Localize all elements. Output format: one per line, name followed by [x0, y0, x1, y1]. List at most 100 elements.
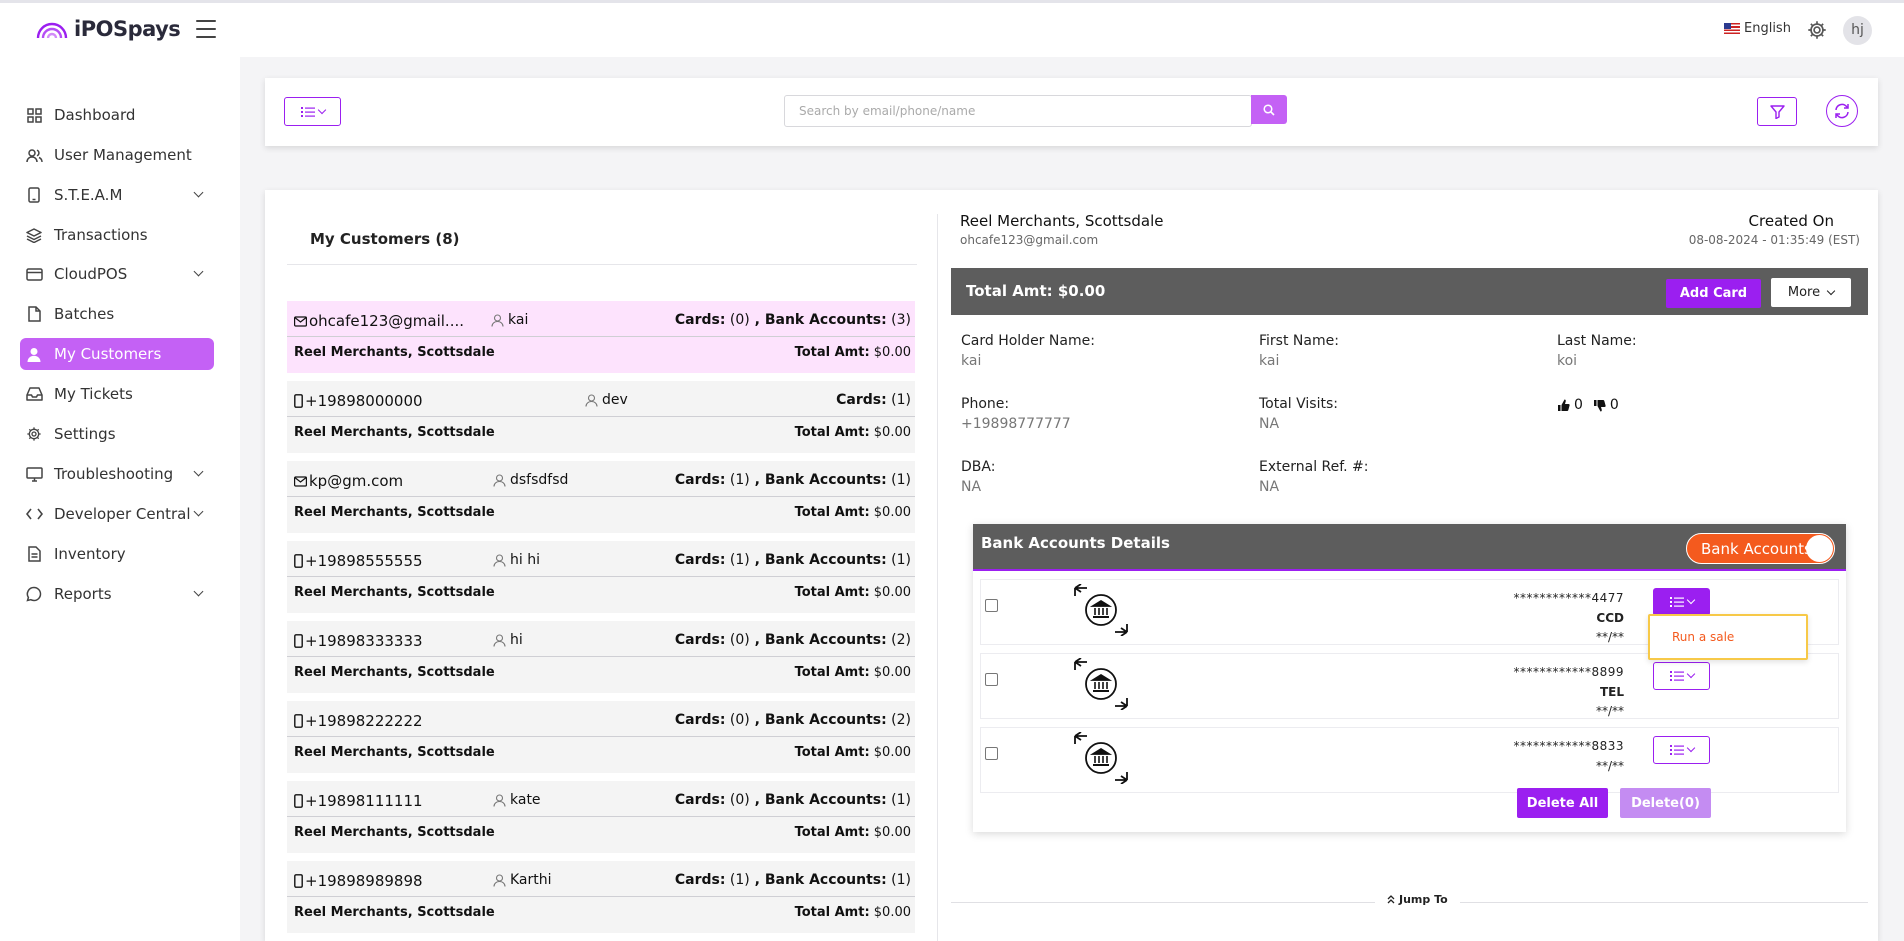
- thumbs-up-icon: [1558, 399, 1570, 411]
- user-avatar[interactable]: hj: [1843, 16, 1872, 45]
- sidebar-item-label: Reports: [54, 585, 112, 603]
- bank-label: , Bank Accounts:: [749, 472, 887, 488]
- refresh-button[interactable]: [1826, 95, 1858, 127]
- account-checkbox[interactable]: [985, 673, 998, 686]
- sidebar-item-label: Troubleshooting: [54, 465, 174, 483]
- bank-accounts-card: Bank Accounts Details Bank Accounts ****…: [973, 524, 1846, 832]
- card-holder-label: Card Holder Name:: [961, 333, 1095, 349]
- us-flag-icon: [1724, 23, 1740, 34]
- chat-icon: [24, 586, 44, 602]
- customer-row[interactable]: +19898989898 Karthi Cards: (1) , Bank Acco…: [287, 861, 915, 933]
- bank-accounts-title: Bank Accounts Details: [981, 534, 1170, 552]
- double-chevron-up-icon: [1387, 895, 1395, 904]
- language-selector[interactable]: English: [1724, 21, 1791, 36]
- created-label: Created On: [1748, 212, 1834, 230]
- sidebar-item-label: Inventory: [54, 545, 126, 563]
- customer-total: Total Amt: $0.00: [795, 345, 911, 360]
- customer-contact: +19898555555: [294, 552, 423, 570]
- bank-count: (1): [886, 552, 911, 568]
- customer-merchant: Reel Merchants, Scottsdale: [294, 585, 495, 600]
- sidebar-item-dashboard[interactable]: Dashboard: [20, 99, 214, 131]
- name-text: hi hi: [510, 552, 540, 568]
- account-menu-button[interactable]: [1653, 736, 1710, 764]
- menu-toggle-icon[interactable]: [196, 20, 216, 38]
- settings-gear-icon[interactable]: [1806, 19, 1828, 41]
- chevron-down-icon: [193, 266, 204, 277]
- customer-row[interactable]: ohcafe123@gmail.... kai Cards: (0) , Bank …: [287, 301, 915, 373]
- total-value: $0.00: [869, 905, 911, 920]
- sidebar-item-s-t-e-a-m[interactable]: S.T.E.A.M: [20, 179, 214, 211]
- total-value: $0.00: [869, 425, 911, 440]
- sidebar-item-settings[interactable]: Settings: [20, 418, 214, 450]
- total-label: Total Amt:: [794, 825, 870, 840]
- jump-to-link[interactable]: Jump To: [1375, 893, 1460, 906]
- account-menu-button[interactable]: [1653, 662, 1710, 690]
- sidebar-item-label: Dashboard: [54, 106, 136, 124]
- sidebar-item-user-management[interactable]: User Management: [20, 139, 214, 171]
- customer-name: Karthi: [493, 872, 552, 888]
- bank-count: (2): [886, 632, 911, 648]
- more-button[interactable]: More: [1771, 278, 1851, 307]
- customer-row[interactable]: kp@gm.com dsfsdfsd Cards: (1) , Bank Accou…: [287, 461, 915, 533]
- sidebar-item-developer-central[interactable]: Developer Central: [20, 498, 214, 530]
- layers-icon: [24, 227, 44, 243]
- cards-count: (0): [725, 312, 750, 328]
- customer-row[interactable]: +19898333333 hi Cards: (0) , Bank Accounts…: [287, 621, 915, 693]
- sidebar-item-batches[interactable]: Batches: [20, 298, 214, 330]
- delete-selected-button[interactable]: Delete(0): [1620, 788, 1711, 818]
- account-number: ************8899: [1513, 665, 1624, 679]
- sidebar-item-reports[interactable]: Reports: [20, 578, 214, 610]
- sidebar-item-my-tickets[interactable]: My Tickets: [20, 378, 214, 410]
- divider: [287, 264, 917, 265]
- view-options-button[interactable]: [284, 97, 341, 126]
- search-input[interactable]: [784, 95, 1252, 127]
- customer-row[interactable]: +19898555555 hi hi Cards: (1) , Bank Accou…: [287, 541, 915, 613]
- sidebar-item-my-customers[interactable]: My Customers: [20, 338, 214, 370]
- cards-label: Cards:: [836, 392, 887, 408]
- customer-total: Total Amt: $0.00: [795, 665, 911, 680]
- add-card-button[interactable]: Add Card: [1666, 279, 1761, 308]
- card-icon: [24, 267, 44, 281]
- customer-row[interactable]: +19898000000 dev Cards: (1) Reel Merchants,…: [287, 381, 915, 453]
- customer-counts: Cards: (0) , Bank Accounts: (2): [675, 712, 911, 728]
- run-a-sale-option[interactable]: Run a sale: [1672, 630, 1735, 644]
- customer-total: Total Amt: $0.00: [795, 425, 911, 440]
- sidebar-item-inventory[interactable]: Inventory: [20, 538, 214, 570]
- user-icon: [24, 347, 44, 362]
- cards-label: Cards:: [674, 712, 726, 728]
- sidebar-item-cloudpos[interactable]: CloudPOS: [20, 258, 214, 290]
- total-label: Total Amt:: [794, 505, 870, 520]
- account-menu-button[interactable]: [1653, 588, 1710, 616]
- chevron-down-icon: [193, 466, 204, 477]
- phone-icon: [294, 874, 303, 888]
- customer-contact: ohcafe123@gmail....: [294, 312, 464, 330]
- app-logo[interactable]: iPOSpays: [36, 17, 181, 41]
- bank-accounts-toggle[interactable]: Bank Accounts: [1686, 533, 1835, 564]
- total-value: $0.00: [869, 505, 911, 520]
- total-bar: Total Amt: $0.00 Add Card More: [951, 268, 1868, 315]
- bank-count: (3): [886, 312, 911, 328]
- name-text: hi: [510, 632, 523, 648]
- total-label: Total Amt:: [794, 585, 870, 600]
- customer-contact: kp@gm.com: [294, 472, 403, 490]
- delete-all-button[interactable]: Delete All: [1517, 788, 1608, 818]
- account-checkbox[interactable]: [985, 599, 998, 612]
- chevron-down-icon: [1686, 595, 1695, 605]
- name-text: kate: [510, 792, 541, 808]
- mail-icon: [294, 315, 307, 327]
- customer-merchant: Reel Merchants, Scottsdale: [294, 905, 495, 920]
- chevron-down-icon: [193, 586, 204, 597]
- customer-row[interactable]: +19898222222 Cards: (0) , Bank Accounts: …: [287, 701, 915, 773]
- likes-count: 0: [1574, 397, 1583, 413]
- search-button[interactable]: [1251, 95, 1287, 124]
- filter-button[interactable]: [1757, 97, 1797, 126]
- toggle-label: Bank Accounts: [1701, 540, 1812, 558]
- customer-row[interactable]: +19898111111 kate Cards: (0) , Bank Accoun…: [287, 781, 915, 853]
- visits-label: Total Visits:: [1259, 396, 1338, 412]
- row-top: [287, 701, 915, 737]
- filter-icon: [1769, 104, 1785, 119]
- sidebar-item-transactions[interactable]: Transactions: [20, 219, 214, 251]
- account-checkbox[interactable]: [985, 747, 998, 760]
- sidebar-item-troubleshooting[interactable]: Troubleshooting: [20, 458, 214, 490]
- total-label: Total Amt:: [794, 665, 870, 680]
